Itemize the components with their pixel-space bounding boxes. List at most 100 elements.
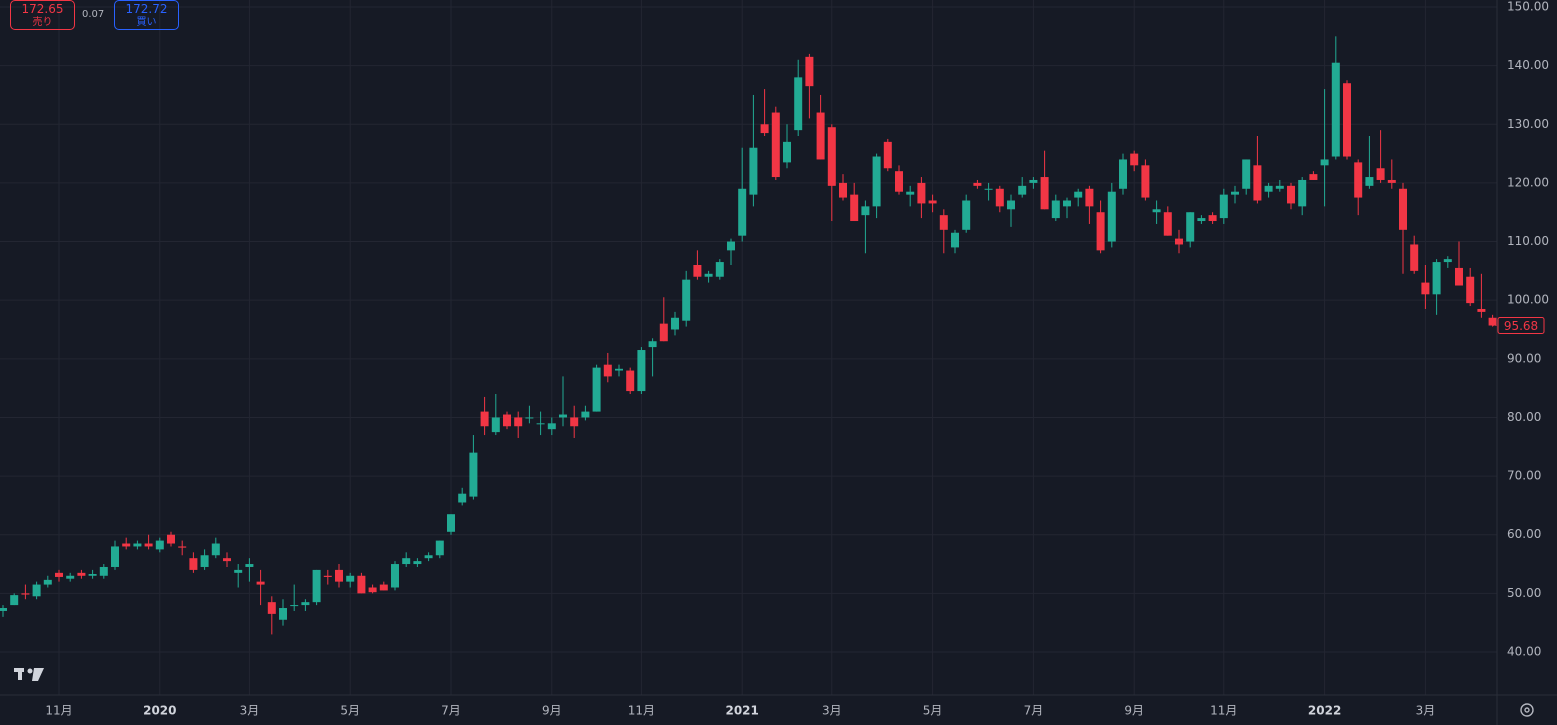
candle-body [1253,165,1262,201]
candle-body [379,584,388,591]
x-tick-label: 5月 [923,704,943,718]
x-tick-label: 5月 [340,704,360,718]
candle-body [1264,185,1273,192]
candle-body [0,608,7,611]
y-tick-label: 140.00 [1507,58,1549,72]
candle-body [357,575,366,594]
candle-body [592,367,601,412]
sell-price: 172.65 [21,2,64,16]
candle-body [88,574,97,576]
candle-body [447,514,455,532]
candle-body [155,540,164,550]
candle-body [391,564,399,588]
candle-body [973,182,982,186]
y-tick-label: 90.00 [1507,351,1541,365]
candle-body [749,147,758,195]
candle-body [514,417,523,427]
candle-body [1354,162,1363,198]
candle-body [1040,177,1049,210]
candle-body [346,575,355,582]
candle-body [189,558,198,570]
y-tick-label: 150.00 [1507,0,1549,14]
buy-label: 買い [136,17,157,28]
candle-body [1107,191,1116,242]
candle-body [715,262,724,277]
x-tick-label: 2022 [1308,704,1341,718]
candle-body [1399,188,1407,230]
candle-body [503,414,511,427]
candle-body [1455,267,1463,286]
candle-body [1477,308,1486,312]
settings-icon[interactable] [1520,703,1534,717]
candle-body [603,364,612,377]
candle-body [1219,194,1228,219]
candle-body [895,171,903,192]
candle-body [133,543,142,547]
candle-body [917,182,926,204]
x-tick-label: 7月 [441,704,461,718]
candle-body [760,124,769,134]
candle-body [279,608,287,620]
candle-body [951,232,959,248]
buy-button[interactable]: 172.72 買い [114,0,179,30]
candle-body [783,141,791,163]
candle-body [1141,165,1150,198]
candle-body [1152,209,1161,213]
candle-body [738,188,747,236]
candle-body [1488,317,1497,326]
candle-body [223,558,231,562]
x-tick-label: 11月 [628,704,655,718]
candle-body [1466,276,1475,304]
candle-body [615,368,623,371]
candle-body [581,411,590,418]
candle-body [122,543,131,547]
candle-body [32,584,41,597]
candle-body [1063,200,1071,207]
candle-body [928,200,937,204]
candle-body [1130,153,1139,166]
candle-body [727,241,735,251]
candle-body [55,572,63,577]
candle-body [1208,215,1217,222]
y-tick-label: 110.00 [1507,234,1549,248]
candle-body [1443,259,1452,263]
candle-body [1331,62,1340,157]
candle-body [659,323,668,342]
candle-body [491,417,500,433]
candle-body [77,572,86,576]
logo [14,668,44,681]
candle-body [1320,159,1329,166]
candle-body [335,569,343,582]
candle-body [435,540,444,556]
y-tick-label: 60.00 [1507,527,1541,541]
y-tick-label: 120.00 [1507,175,1549,189]
candle-body [312,569,321,603]
candle-body [1007,200,1015,210]
y-tick-label: 80.00 [1507,410,1541,424]
candle-body [962,200,971,230]
sell-button[interactable]: 172.65 売り [10,0,75,30]
candle-body [648,341,657,348]
sell-label: 売り [32,17,53,28]
candle-body [234,569,243,573]
candle-body [883,141,892,169]
candle-body [1085,188,1094,207]
candle-body [525,417,534,419]
candle-body [570,417,579,427]
candle-body [547,423,556,430]
candle-body [995,188,1004,207]
candle-body [850,194,859,222]
candle-body [984,188,993,190]
candle-body [1387,179,1396,183]
candle-body [424,555,433,559]
candle-body [637,350,646,392]
candle-body [805,56,814,87]
candle-body [1242,159,1251,189]
candle-body [458,493,467,503]
candle-body [1343,83,1351,157]
last-price-label: 95.68 [1504,319,1538,333]
last-price-box [1497,317,1545,335]
candle-body [1186,212,1195,242]
